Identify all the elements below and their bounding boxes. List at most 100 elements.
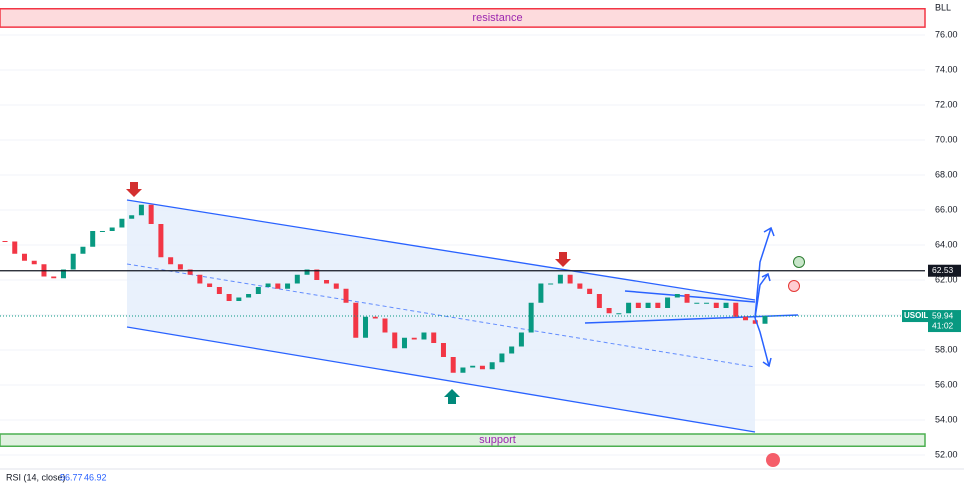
candle [450, 357, 456, 373]
candle [411, 337, 417, 340]
candle [577, 283, 583, 289]
candle [616, 313, 622, 315]
y-tick-label: 52.00 [935, 449, 958, 459]
candle [294, 274, 300, 284]
candle [674, 294, 680, 298]
candle [90, 231, 96, 247]
zone-label: resistance [472, 12, 522, 24]
countdown: 41:02 [932, 320, 954, 330]
candle [470, 365, 476, 368]
price-axis-labels [925, 14, 964, 469]
candle [21, 253, 27, 261]
zones: resistance support [0, 8, 926, 447]
candle [265, 283, 271, 287]
candle [401, 337, 407, 349]
scenario-arrows [754, 226, 775, 368]
y-tick-label: 58.00 [935, 344, 958, 354]
candle [645, 302, 651, 308]
zone [0, 433, 926, 447]
y-tick-label: 76.00 [935, 29, 958, 39]
candle [207, 283, 213, 287]
candle [129, 215, 135, 219]
candle [567, 274, 573, 284]
candle [12, 241, 18, 254]
candle [187, 269, 193, 275]
candle [353, 302, 359, 338]
candle [275, 283, 281, 289]
indicator-value: 46.92 [84, 472, 107, 482]
candle [343, 288, 349, 303]
candles [2, 204, 768, 373]
candle [51, 276, 57, 279]
candle [324, 280, 330, 284]
candle [70, 253, 76, 270]
top-marker [126, 182, 142, 197]
y-tick-label: 72.00 [935, 99, 958, 109]
level-label: 62.53 [932, 265, 954, 275]
candle [372, 316, 378, 319]
candle [392, 332, 398, 349]
candle [499, 353, 505, 363]
candle [528, 302, 534, 333]
candle [382, 318, 388, 333]
candle [704, 302, 710, 304]
price-tag [928, 310, 961, 333]
candle [109, 227, 115, 231]
triangle-top [624, 290, 756, 303]
zone [0, 8, 926, 28]
candle [606, 308, 612, 314]
candle [314, 269, 320, 280]
bottom-marker [444, 389, 460, 404]
candle [216, 287, 222, 294]
channel-top [126, 199, 756, 301]
candle [665, 297, 671, 308]
candle [635, 302, 641, 308]
candle [255, 287, 261, 294]
candle [31, 260, 37, 265]
candle [431, 332, 437, 343]
target-circle [793, 256, 805, 268]
candle [304, 269, 310, 275]
candle [236, 297, 242, 301]
candle [752, 320, 758, 324]
candle [226, 294, 232, 301]
candle [489, 362, 495, 370]
candle [509, 346, 515, 354]
candle [596, 294, 602, 308]
symbol-label: USOIL [904, 311, 929, 320]
y-tick-label: 62.00 [935, 274, 958, 284]
candle [655, 302, 661, 308]
candle [119, 218, 125, 228]
level-tag [928, 264, 961, 277]
y-tick-label: 68.00 [935, 169, 958, 179]
y-tick-label: 64.00 [935, 239, 958, 249]
candle [587, 288, 593, 294]
y-tick-label: 56.00 [935, 379, 958, 389]
candle [285, 283, 291, 289]
indicator-label: RSI (14, close) [6, 472, 66, 482]
candle [626, 302, 632, 314]
candle [460, 367, 466, 373]
candle [246, 294, 252, 298]
candle [148, 204, 154, 224]
y-tick-label: 66.00 [935, 204, 958, 214]
event-icon[interactable] [766, 453, 780, 467]
candle [479, 365, 485, 370]
candle [99, 231, 105, 232]
candle [138, 204, 144, 216]
stop-circle [788, 280, 800, 292]
price-label: 59.94 [932, 310, 954, 320]
indicator-value: 56.77 [60, 472, 83, 482]
axis-bg [925, 0, 964, 469]
symbol-tag [902, 310, 929, 323]
candle [762, 316, 768, 324]
candle [743, 316, 749, 321]
candle [80, 246, 86, 254]
candle [440, 343, 446, 357]
y-tick-label: 54.00 [935, 414, 958, 424]
candle [723, 302, 729, 308]
channel-mid [126, 263, 756, 368]
candle [557, 274, 563, 284]
channel-bottom [126, 326, 756, 433]
